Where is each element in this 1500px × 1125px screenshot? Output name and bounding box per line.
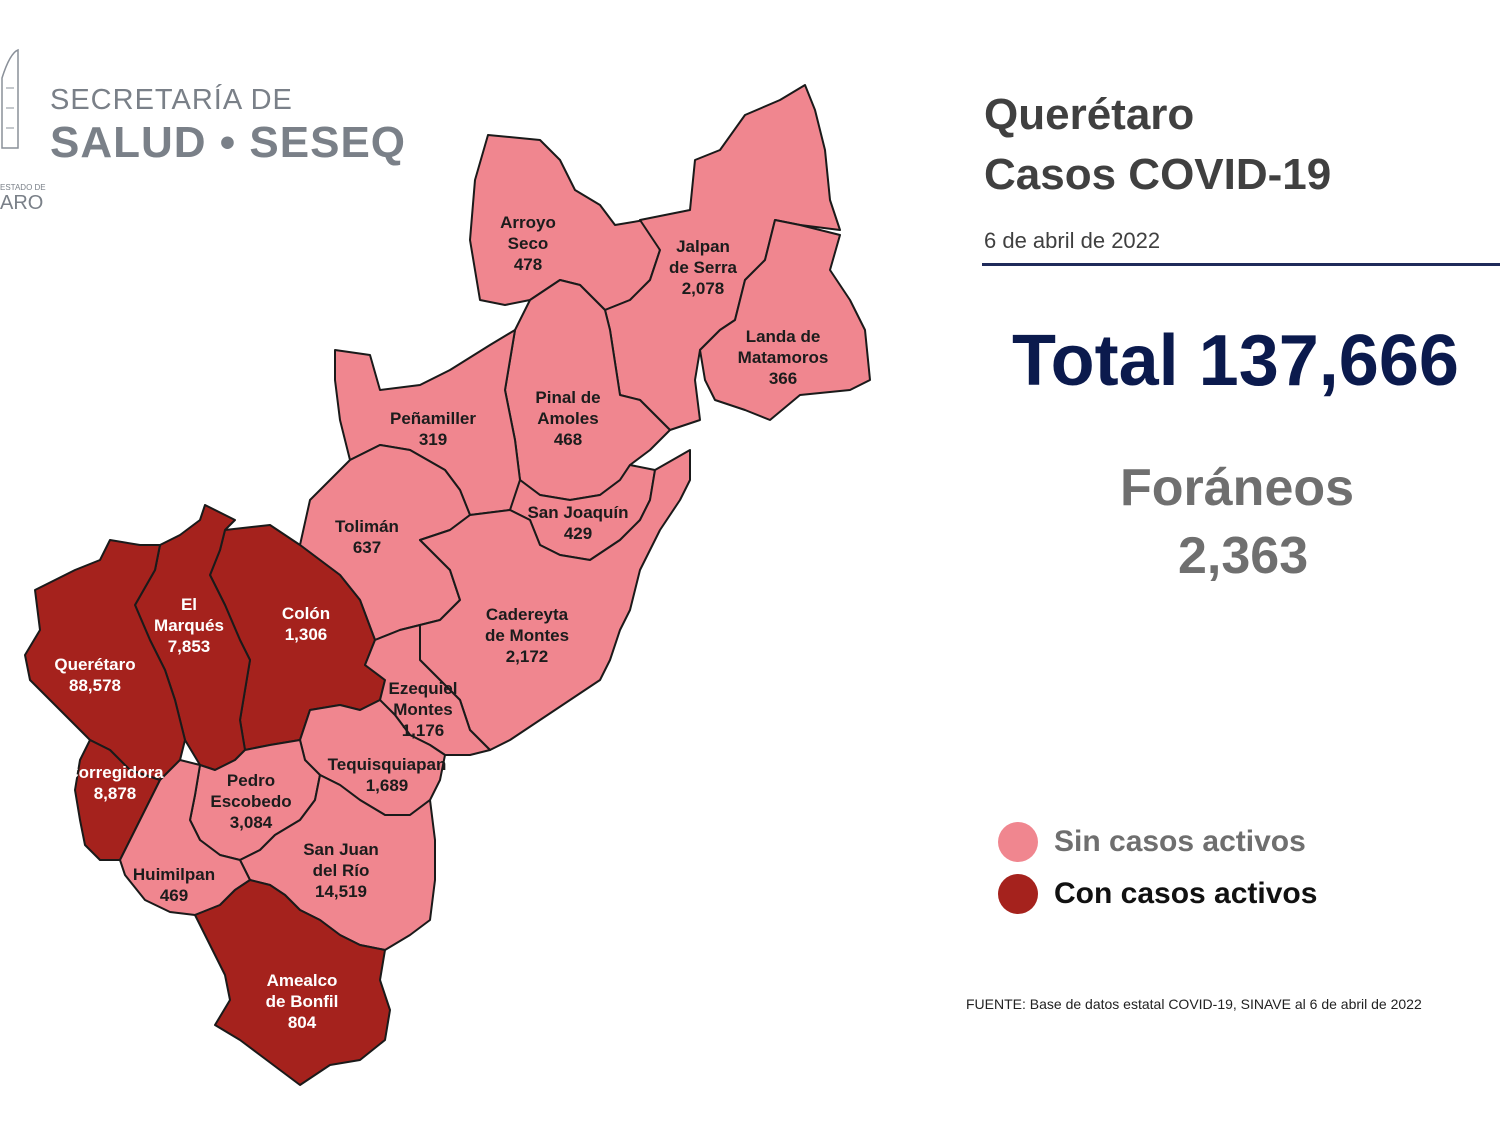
municipality-label: Arroyo Seco 478 [500, 213, 556, 274]
municipality-label: Tolimán 637 [335, 517, 399, 557]
municipality-label: Colón 1,306 [282, 604, 330, 644]
municipality-label: Pedro Escobedo 3,084 [210, 771, 291, 832]
source-note: FUENTE: Base de datos estatal COVID-19, … [966, 996, 1422, 1012]
logo-line-2: SALUD • SESEQ [50, 118, 407, 167]
page-title-line-2: Casos COVID-19 [984, 150, 1332, 199]
municipality-label: Huimilpan 469 [133, 865, 215, 905]
municipality-label: Pinal de Amoles 468 [535, 388, 600, 449]
municipality-label: Querétaro 88,578 [54, 655, 135, 695]
logo-small-text-2: ARO [0, 192, 44, 214]
legend-swatch-light [998, 822, 1038, 862]
legend-label: Con casos activos [1054, 877, 1318, 910]
region-landa-de-matamoros [699, 219, 871, 421]
foraneos-label: Foráneos [1120, 459, 1355, 517]
municipality-label: Ezequiel Montes 1,176 [389, 679, 458, 740]
region-cadereyta-de-montes [419, 449, 691, 751]
legend-swatch-dark [998, 874, 1038, 914]
region-ezequiel-montes [364, 624, 491, 756]
logo-line-1: SECRETARÍA DE [50, 84, 293, 116]
municipality-label: Amealco de Bonfil 804 [266, 971, 339, 1032]
legend-label: Sin casos activos [1054, 825, 1306, 858]
state-emblem-icon [1, 48, 19, 149]
municipality-label: El Marqués 7,853 [154, 595, 224, 656]
legend-item-sin-casos: Sin casos activos [998, 822, 1306, 862]
municipality-label: Landa de Matamoros 366 [738, 327, 829, 388]
legend-item-con-casos: Con casos activos [998, 874, 1317, 914]
seseq-logo: SECRETARÍA DE SALUD • SESEQ ESTADO DE AR… [0, 20, 405, 214]
municipality-label: Corregidora 8,878 [66, 763, 164, 803]
municipality-label: Tequisquiapan 1,689 [328, 755, 447, 795]
total-cases: Total 137,666 [1012, 321, 1459, 401]
municipality-label: Peñamiller 319 [390, 409, 476, 449]
municipality-label: Cadereyta de Montes 2,172 [485, 605, 569, 666]
page-title-line-1: Querétaro [984, 90, 1195, 139]
logo-small-text: ESTADO DE [0, 183, 46, 192]
municipality-label: Jalpan de Serra 2,078 [669, 237, 738, 298]
title-divider [982, 263, 1500, 266]
municipality-label: San Juan del Río 14,519 [303, 840, 379, 901]
foraneos-value: 2,363 [1178, 527, 1309, 585]
municipality-label: San Joaquín 429 [527, 503, 628, 543]
region-queretaro [24, 539, 186, 781]
queretaro-municipalities-map: Arroyo Seco 478 Jalpan de Serra 2,078 Landa de… [0, 70, 900, 1100]
region-amealco-de-bonfil [194, 879, 391, 1086]
report-date: 6 de abril de 2022 [984, 228, 1161, 253]
